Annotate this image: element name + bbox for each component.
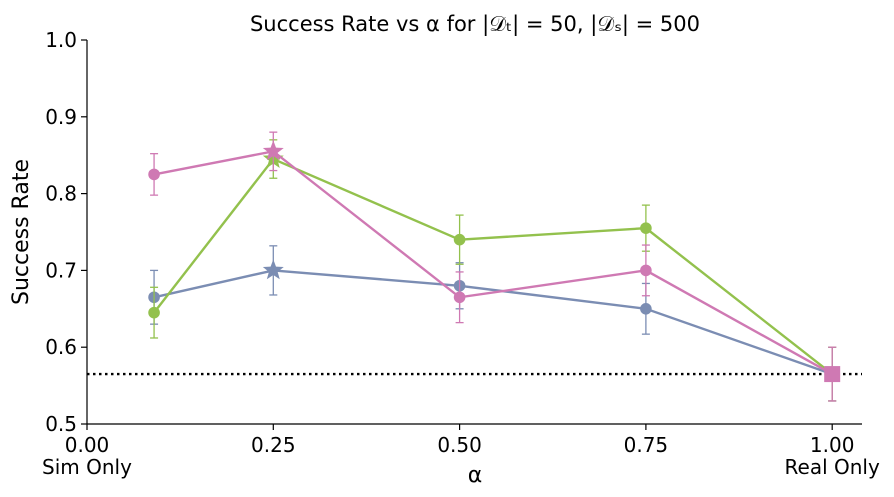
star-marker [262,140,284,161]
x-annotation: Sim Only [42,455,132,479]
y-tick-label: 1.0 [45,28,77,52]
data-point [640,264,652,277]
axes: 0.5 0.6 0.7 0.8 0.9 1.0 0.00 0.25 0.50 0.75 1.00 Si… [42,28,880,479]
star-marker [262,259,284,280]
y-tick-label: 0.9 [45,105,77,129]
series-line [153,150,833,376]
data-point [148,168,160,181]
data-point [640,303,652,315]
x-annotation: Real Only [785,455,880,479]
x-axis-label: α [468,463,483,488]
y-tick-label: 0.8 [45,182,77,206]
y-tick-label: 0.7 [45,258,77,282]
end-square-marker [824,366,841,383]
data-point [453,233,466,246]
series-green [148,139,838,402]
data-point [148,306,160,319]
y-axis-label: Success Rate [9,159,34,305]
series-pink [148,131,838,402]
data-point [453,291,466,304]
x-tick-label: 0.25 [251,433,296,457]
x-tick-label: 0.75 [624,433,669,457]
series-layer [148,131,841,402]
x-tick-label: 0.00 [65,433,110,457]
series-blue [148,245,838,402]
series-line [153,269,833,376]
y-tick-label: 0.5 [45,412,77,436]
series-line [153,157,833,376]
chart-title: Success Rate vs α for |𝒟ₜ| = 50, |𝒟ₛ| = … [250,12,700,37]
x-tick-label: 0.50 [437,433,482,457]
data-point [640,222,652,234]
y-tick-label: 0.6 [45,335,77,359]
x-tick-label: 1.00 [810,433,855,457]
